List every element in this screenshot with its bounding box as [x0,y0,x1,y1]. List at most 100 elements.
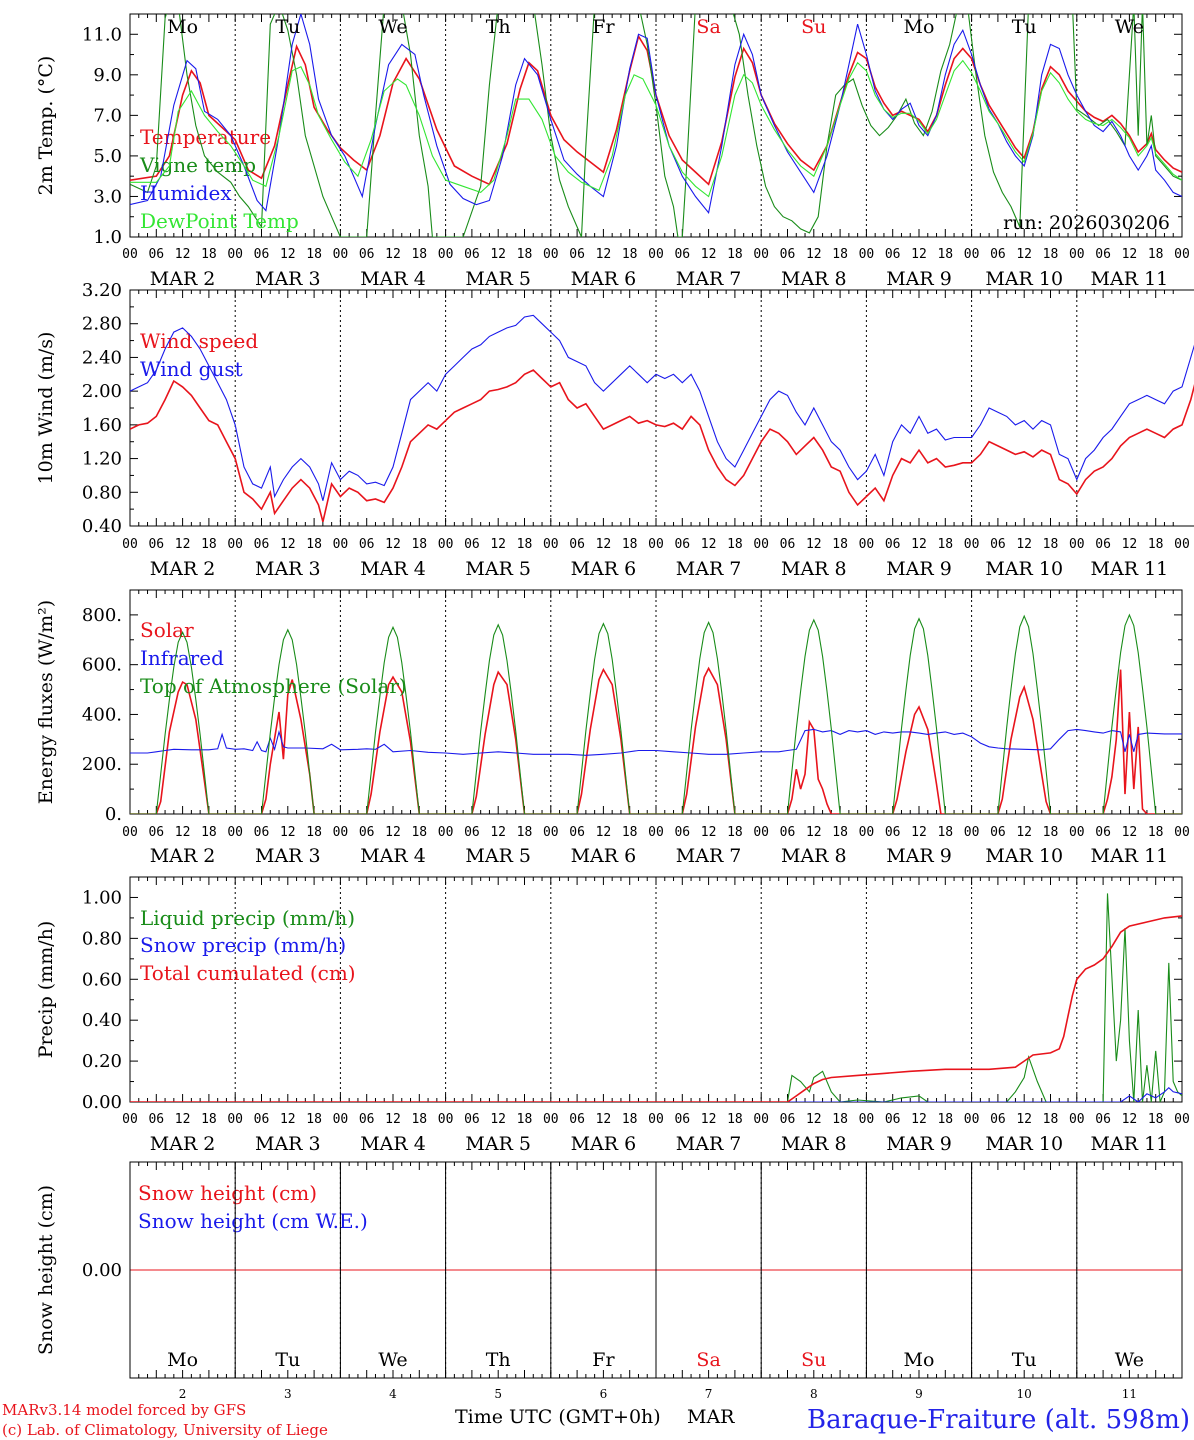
hour-tick-label: 18 [1043,825,1059,840]
day-number-label: 5 [494,1387,502,1401]
precip-series-liquid-precip-mm-h- [130,893,1182,1102]
hour-tick-label: 00 [964,247,980,262]
day-abbr-label: We [378,16,407,38]
hour-tick-label: 18 [411,825,427,840]
hour-tick-label: 00 [753,825,769,840]
y-tick-label: 1.0 [93,227,122,248]
hour-tick-label: 18 [517,825,533,840]
y-tick-label: 2.00 [82,381,122,402]
hour-tick-label: 00 [227,247,243,262]
hour-tick-label: 18 [622,537,638,552]
day-number-label: 9 [915,1387,923,1401]
hour-tick-label: 00 [1174,1112,1190,1127]
hour-tick-label: 00 [1174,537,1190,552]
hour-tick-label: 18 [937,537,953,552]
hour-tick-label: 06 [148,247,164,262]
date-label: MAR 7 [676,558,742,580]
date-label: MAR 3 [255,1133,321,1155]
hour-tick-label: 06 [1095,825,1111,840]
hour-tick-label: 06 [885,1112,901,1127]
legend-entry: Wind gust [140,357,243,381]
y-tick-label: 600. [82,655,122,676]
date-label: MAR 6 [571,845,637,867]
hour-tick-label: 12 [385,247,401,262]
hour-tick-label: 12 [490,247,506,262]
hour-tick-label: 06 [674,1112,690,1127]
hour-tick-label: 00 [859,247,875,262]
legend-entry: Vigne temp [139,153,256,177]
hour-tick-label: 12 [280,1112,296,1127]
hour-tick-label: 12 [596,247,612,262]
hour-tick-label: 12 [490,1112,506,1127]
y-tick-label: 0.00 [82,1260,122,1281]
hour-tick-label: 00 [227,537,243,552]
hour-tick-label: 06 [780,825,796,840]
hour-tick-label: 12 [280,537,296,552]
hour-tick-label: 18 [1043,537,1059,552]
day-number-label: 10 [1017,1387,1032,1401]
hour-tick-label: 06 [464,1112,480,1127]
y-tick-label: 0.60 [82,969,122,990]
day-abbr-label: Tu [1012,16,1037,38]
hour-tick-label: 18 [937,825,953,840]
y-tick-label: 1.00 [82,887,122,908]
day-abbr-label: Mo [904,1349,935,1371]
hour-tick-label: 06 [674,537,690,552]
hour-tick-label: 18 [201,1112,217,1127]
hour-tick-label: 12 [1122,1112,1138,1127]
date-label: MAR 5 [465,845,531,867]
legend-entry: Liquid precip (mm/h) [140,906,355,930]
date-label: MAR 3 [255,845,321,867]
hour-tick-label: 06 [990,1112,1006,1127]
temp-series-humidex [130,14,1182,214]
hour-tick-label: 00 [438,247,454,262]
hour-tick-label: 18 [937,1112,953,1127]
hour-tick-label: 18 [1043,247,1059,262]
hour-tick-label: 18 [622,1112,638,1127]
y-tick-label: 2.80 [82,314,122,335]
hour-tick-label: 06 [359,1112,375,1127]
date-label: MAR 11 [1091,268,1169,290]
footer-month: MAR [687,1406,735,1428]
hour-tick-label: 06 [885,247,901,262]
hour-tick-label: 18 [727,537,743,552]
legend-entry: Temperature [140,125,271,149]
hour-tick-label: 00 [859,1112,875,1127]
legend-entry: Infrared [140,646,224,670]
day-abbr-label: Mo [904,16,935,38]
hour-tick-label: 06 [254,537,270,552]
hour-tick-label: 00 [122,537,138,552]
date-label: MAR 4 [360,558,426,580]
hour-tick-label: 00 [1069,537,1085,552]
hour-tick-label: 06 [885,825,901,840]
day-abbr-label: Su [801,16,826,38]
hour-tick-label: 00 [648,1112,664,1127]
hour-tick-label: 06 [674,247,690,262]
hour-tick-label: 06 [464,825,480,840]
y-tick-label: 9.0 [93,65,122,86]
y-tick-label: 3.0 [93,186,122,207]
legend-entry: Snow precip (mm/h) [140,933,346,957]
precip-series-snow-precip-mm-h- [130,1086,1182,1102]
hour-tick-label: 12 [385,1112,401,1127]
y-tick-label: 3.20 [82,280,122,301]
date-label: MAR 11 [1091,1133,1169,1155]
hour-tick-label: 00 [964,825,980,840]
hour-tick-label: 06 [1095,247,1111,262]
hour-tick-label: 06 [990,537,1006,552]
date-label: MAR 2 [150,1133,216,1155]
temp-series-vigne-temp [130,14,1182,237]
footer-time-label: Time UTC (GMT+0h) [455,1406,661,1428]
hour-tick-label: 12 [701,247,717,262]
date-label: MAR 11 [1091,845,1169,867]
hour-tick-label: 18 [517,1112,533,1127]
date-label: MAR 9 [886,1133,952,1155]
legend-entry: Solar [140,618,194,642]
date-label: MAR 2 [150,845,216,867]
hour-tick-label: 00 [122,825,138,840]
hour-tick-label: 06 [569,537,585,552]
hour-tick-label: 18 [727,247,743,262]
hour-tick-label: 18 [306,537,322,552]
hour-tick-label: 12 [806,1112,822,1127]
day-abbr-label: Mo [167,1349,198,1371]
